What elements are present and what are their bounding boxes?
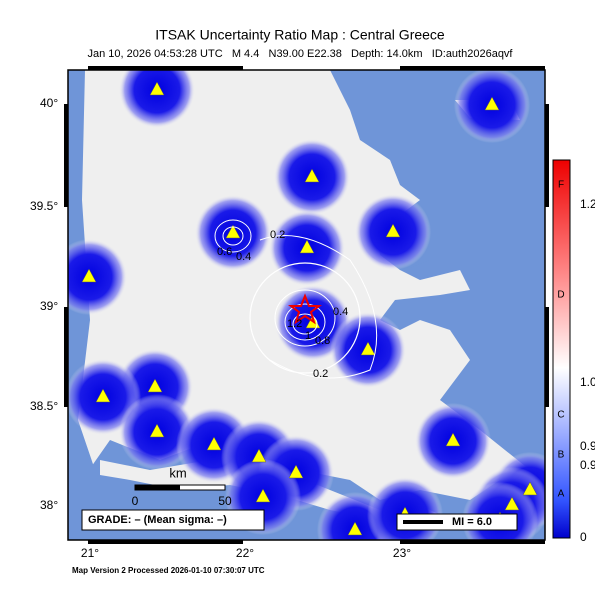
lat-label: 40° [40,96,58,110]
station [504,496,520,511]
grade-letter: D [557,290,564,301]
lat-label: 38.5° [30,399,58,413]
station [149,81,165,96]
map-area [68,70,545,540]
station [149,423,165,438]
scale-bar [135,485,180,490]
epicenter [288,293,322,325]
lat-label: 39° [40,299,58,313]
colorbar: F D C B A 1.2 1.0 0.9 0.9 0 [552,159,595,544]
mi-box [396,513,518,531]
contour-label: 0.2 [313,368,328,380]
grade-letter: C [557,410,564,421]
grade-box [81,509,265,531]
station [288,464,304,479]
map-frame [67,69,546,541]
station [347,521,363,536]
contour-label: 0.4 [236,251,251,263]
title: ITSAK Uncertainty Ratio Map : Central Gr… [155,27,445,43]
contours [214,219,378,379]
contour-label: 1 [305,330,311,342]
lon-label: 22° [236,546,254,560]
mi-label: MI = 6.0 [452,516,492,528]
station [304,168,320,183]
station [81,268,97,283]
station-halo [119,70,195,128]
station-halo [68,239,127,315]
footer: Map Version 2 Processed 2026-01-10 07:30… [72,566,265,575]
scale-bar: km 0 50 [132,465,232,508]
station [255,488,271,503]
lon-label: 23° [393,546,411,560]
station [225,224,241,239]
station [385,223,401,238]
lat-labels: 40° 39.5° 39° 38.5° 38° [30,96,58,512]
contour-label: 0.2 [270,229,285,241]
contour-label: 0.8 [315,335,330,347]
contour-labels: 0.2 0.6 0.4 0.2 0.4 1.2 1 0.8 [217,229,348,380]
contour-label: 1.2 [287,318,302,330]
colorbar-tick: 1.0 [580,375,595,389]
station [251,448,267,463]
lat-label: 39.5° [30,199,58,213]
station [299,239,315,254]
sea [330,70,545,540]
scale-start: 0 [132,494,139,508]
station [206,436,222,451]
scale-unit: km [169,465,186,480]
lat-label: 38° [40,498,58,512]
mi-bar [403,520,443,524]
contour-label: 0.6 [217,246,232,258]
colorbar-tick: 0.9 [580,458,595,472]
station [522,481,538,496]
station [445,432,461,447]
scale-end: 50 [218,494,232,508]
frame-ticks [64,66,549,544]
grade: GRADE: – (Mean sigma: –) [88,514,227,526]
colorbar-tick: 1.2 [580,197,595,211]
grade-letter: B [558,450,565,461]
grade-letter: F [558,180,564,191]
colorbar-tick: 0.9 [580,439,595,453]
station [95,388,111,403]
station [484,96,500,111]
contour-label: 0.4 [333,306,348,318]
lon-labels: 21° 22° 23° [81,546,411,560]
station [360,341,376,356]
lon-label: 21° [81,546,99,560]
colorbar-scale [552,159,571,539]
subtitle: Jan 10, 2026 04:53:28 UTC M 4.4 N39.00 E… [88,48,514,60]
station [147,378,163,393]
colorbar-tick: 0 [580,530,587,544]
grade-letter: A [558,489,565,500]
